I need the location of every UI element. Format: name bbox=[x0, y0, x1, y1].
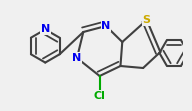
Text: N: N bbox=[41, 24, 50, 34]
Text: N: N bbox=[72, 53, 82, 63]
Text: N: N bbox=[101, 21, 111, 31]
Text: S: S bbox=[143, 15, 151, 25]
Text: Cl: Cl bbox=[94, 91, 106, 101]
